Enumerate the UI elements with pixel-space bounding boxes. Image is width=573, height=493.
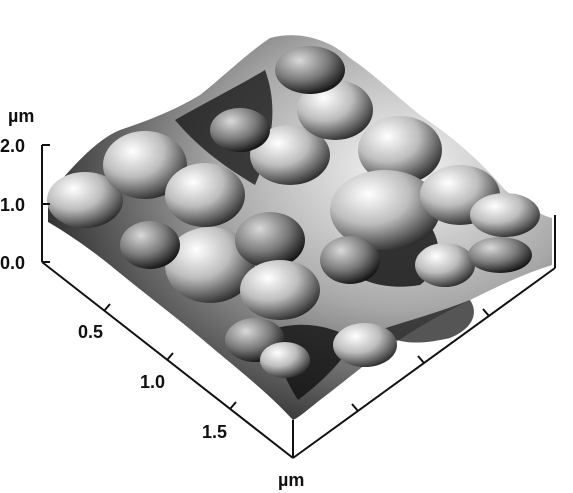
z-axis-unit-label: µm (8, 106, 34, 126)
x-tick-label: 1.5 (202, 422, 227, 442)
z-tick-label: 1.0 (0, 195, 25, 215)
z-tick-label: 2.0 (0, 136, 25, 156)
axes (41, 144, 556, 459)
x-tick-label: 1.0 (140, 372, 165, 392)
x-axis-unit-label: µm (278, 470, 304, 490)
z-tick-label: 0.0 (0, 253, 25, 273)
afm-surface (47, 35, 552, 420)
x-tick-label: 0.5 (78, 322, 103, 342)
